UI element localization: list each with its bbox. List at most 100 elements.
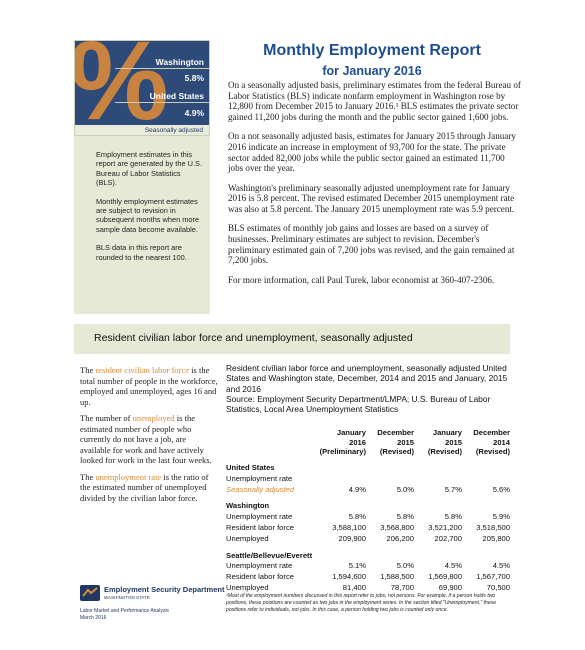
note-item: Monthly employment estimates are subject…	[96, 196, 200, 234]
publication-date: March 2016	[80, 614, 107, 621]
table-caption: Resident civilian labor force and unempl…	[226, 363, 510, 414]
column-header: January 2016 (Preliminary)	[318, 428, 366, 459]
footnote: ¹Most of the employment numbers discusse…	[226, 593, 497, 613]
cell: 1,569,800	[428, 572, 462, 582]
definition-unemployed: The number of unemployed is the estimate…	[80, 413, 218, 466]
cell: 209,900	[338, 533, 366, 543]
divider	[115, 102, 209, 103]
row-label: Resident labor force	[226, 522, 294, 532]
cell: 4.5%	[444, 561, 462, 571]
table-row: Unemployed 209,900 206,200 202,700 205,8…	[226, 534, 510, 545]
col-status: (Revised)	[379, 447, 414, 456]
esd-logo-icon	[80, 585, 100, 601]
table-header: January 2016 (Preliminary) December 2015 (Re…	[226, 428, 510, 459]
col-year: 2014	[493, 437, 510, 447]
def-term: unemployed	[132, 413, 175, 423]
cell: 4.9%	[348, 484, 366, 494]
title-line-1: Monthly Employment Report	[263, 42, 481, 59]
row-label: Seasonally adjusted	[226, 484, 294, 494]
paragraph: Washington's preliminary seasonally adju…	[228, 182, 515, 215]
cell: 205,800	[482, 533, 510, 543]
cell: 5.0%	[396, 561, 414, 571]
group-name: Washington	[226, 501, 270, 511]
cell: 202,700	[434, 533, 462, 543]
cell: 3,568,800	[380, 522, 414, 532]
col-month: December	[473, 428, 510, 437]
cell: 78,700	[390, 582, 414, 592]
col-status: (Preliminary)	[319, 447, 366, 456]
def-term: resident civilian labor force	[95, 365, 190, 375]
col-month: January	[336, 428, 366, 437]
definitions: The resident civilian labor force is the…	[80, 365, 218, 509]
cell: 1,567,700	[476, 572, 510, 582]
cell: 3,518,500	[476, 522, 510, 532]
row-label: Unemployment rate	[226, 512, 293, 522]
cell: 1,594,600	[332, 572, 366, 582]
cell: 5.8%	[348, 512, 366, 522]
divider	[115, 68, 209, 69]
group-name: United States	[226, 463, 275, 472]
col-month: January	[432, 428, 462, 437]
col-status: (Revised)	[427, 447, 462, 456]
sidebar-notes: Employment estimates in this report are …	[74, 136, 210, 314]
table-row: Unemployment rate	[226, 474, 510, 485]
def-text: is the total number of people in the wor…	[80, 365, 218, 407]
us-rate: 4.9%	[184, 108, 204, 118]
cell: 5.9%	[492, 512, 510, 522]
column-header: January 2015 (Revised)	[414, 428, 462, 459]
cell: 206,200	[386, 533, 414, 543]
def-text: The	[80, 365, 96, 375]
cell: 5.6%	[492, 484, 510, 494]
def-term: unemployment rate	[95, 471, 162, 482]
def-text: is the ratio of the estimated number of …	[80, 471, 209, 503]
group-name: Seattle/Bellevue/Everett	[226, 550, 313, 560]
table-row: Unemployment rate 5.1% 5.0% 4.5% 4.5%	[226, 561, 510, 572]
cell: 5.1%	[348, 561, 366, 571]
column-header: December 2014 (Revised)	[462, 428, 510, 459]
cell: 1,588,500	[380, 572, 414, 582]
wa-rate: 5.8%	[184, 73, 204, 83]
header-spacer	[226, 428, 318, 459]
cell: 3,521,200	[428, 522, 462, 532]
cell: 3,588,100	[332, 522, 366, 532]
definition-rate: The unemployment rate is the ratio of th…	[80, 472, 218, 504]
cell: 81,400	[342, 582, 366, 592]
title-line-2: for January 2016	[322, 64, 422, 78]
row-label: Unemployment rate	[226, 473, 293, 483]
row-label: Unemployed	[226, 533, 269, 543]
col-year: 2015	[397, 437, 414, 447]
contact-paragraph: For more information, call Paul Turek, l…	[228, 274, 495, 285]
cell: 5.0%	[396, 484, 414, 494]
paragraph: On a not seasonally adjusted basis, esti…	[228, 131, 516, 174]
esd-logo: Employment Security Department WASHINGTO…	[80, 583, 228, 605]
source-text: Source: Employment Security Department/L…	[226, 393, 491, 415]
table-row: Resident labor force 3,588,100 3,568,800…	[226, 523, 510, 534]
publication-info: Labor Market and Performance Analysis Ma…	[80, 608, 169, 621]
cell: 70,500	[486, 582, 510, 592]
note-item: Employment estimates in this report are …	[96, 150, 202, 188]
col-year: 2015	[445, 437, 462, 447]
def-text: The	[80, 471, 96, 482]
rate-card: % Washington 5.8% United States 4.9% Sea…	[74, 40, 210, 136]
column-header: December 2015 (Revised)	[366, 428, 414, 459]
col-year: 2016	[349, 437, 366, 447]
table-row: Seasonally adjusted 4.9% 5.0% 5.7% 5.6%	[226, 485, 510, 496]
logo-name: Employment Security Department	[104, 585, 225, 594]
section-header: Resident civilian labor force and unempl…	[74, 324, 510, 354]
publication-line: Labor Market and Performance Analysis	[80, 608, 169, 614]
table-row: Resident labor force 1,594,600 1,588,500…	[226, 572, 510, 583]
paragraph: BLS estimates of monthly job gains and l…	[228, 223, 515, 266]
row-label: Resident labor force	[226, 572, 294, 582]
report-body: On a seasonally adjusted basis, prelimin…	[228, 80, 522, 294]
definition-labor-force: The resident civilian labor force is the…	[80, 365, 218, 407]
cell: 69,900	[438, 582, 462, 592]
report-title: Monthly Employment Report for January 20…	[222, 42, 522, 79]
wa-label: Washington	[155, 57, 204, 67]
caption-text: Resident civilian labor force and unempl…	[226, 363, 508, 394]
cell: 5.8%	[444, 512, 462, 522]
us-label: United States	[149, 91, 204, 101]
cell: 5.7%	[444, 484, 462, 494]
group-heading: Washington	[226, 501, 510, 512]
cell: 4.5%	[492, 561, 510, 571]
table-row: Unemployment rate 5.8% 5.8% 5.8% 5.9%	[226, 512, 510, 523]
